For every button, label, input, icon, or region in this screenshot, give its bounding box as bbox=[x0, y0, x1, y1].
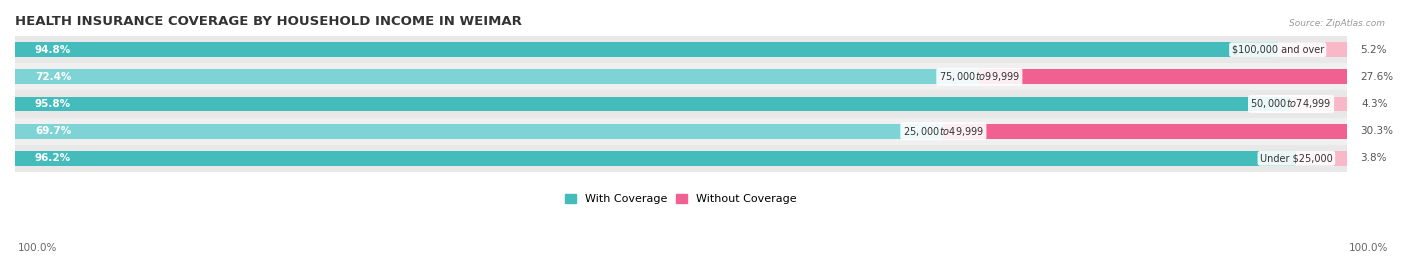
Bar bbox=[1296, 151, 1347, 166]
Bar bbox=[15, 145, 1347, 172]
Bar bbox=[943, 124, 1347, 139]
Text: 5.2%: 5.2% bbox=[1360, 45, 1386, 55]
Text: 96.2%: 96.2% bbox=[35, 153, 72, 163]
Text: $75,000 to $99,999: $75,000 to $99,999 bbox=[939, 70, 1019, 83]
Text: $50,000 to $74,999: $50,000 to $74,999 bbox=[1250, 97, 1331, 111]
Bar bbox=[1278, 42, 1347, 57]
Text: 94.8%: 94.8% bbox=[35, 45, 72, 55]
Bar bbox=[980, 69, 1347, 84]
Text: HEALTH INSURANCE COVERAGE BY HOUSEHOLD INCOME IN WEIMAR: HEALTH INSURANCE COVERAGE BY HOUSEHOLD I… bbox=[15, 15, 522, 28]
Text: 95.8%: 95.8% bbox=[35, 99, 72, 109]
Text: $25,000 to $49,999: $25,000 to $49,999 bbox=[903, 125, 984, 138]
Bar bbox=[15, 63, 1347, 90]
Bar bbox=[15, 42, 1278, 57]
Text: Under $25,000: Under $25,000 bbox=[1260, 153, 1333, 163]
Bar bbox=[15, 124, 943, 139]
Bar bbox=[15, 97, 1291, 111]
Text: 100.0%: 100.0% bbox=[18, 243, 58, 253]
Text: 30.3%: 30.3% bbox=[1360, 126, 1393, 136]
Bar bbox=[15, 90, 1347, 118]
Text: $100,000 and over: $100,000 and over bbox=[1232, 45, 1324, 55]
Text: 72.4%: 72.4% bbox=[35, 72, 72, 82]
Text: 4.3%: 4.3% bbox=[1361, 99, 1388, 109]
Text: 100.0%: 100.0% bbox=[1348, 243, 1388, 253]
Bar bbox=[15, 118, 1347, 145]
Text: 27.6%: 27.6% bbox=[1360, 72, 1393, 82]
Bar bbox=[15, 69, 980, 84]
Bar bbox=[1291, 97, 1348, 111]
Legend: With Coverage, Without Coverage: With Coverage, Without Coverage bbox=[561, 189, 801, 209]
Text: 3.8%: 3.8% bbox=[1360, 153, 1386, 163]
Text: 69.7%: 69.7% bbox=[35, 126, 72, 136]
Bar bbox=[15, 151, 1296, 166]
Text: Source: ZipAtlas.com: Source: ZipAtlas.com bbox=[1289, 19, 1385, 28]
Bar bbox=[15, 36, 1347, 63]
